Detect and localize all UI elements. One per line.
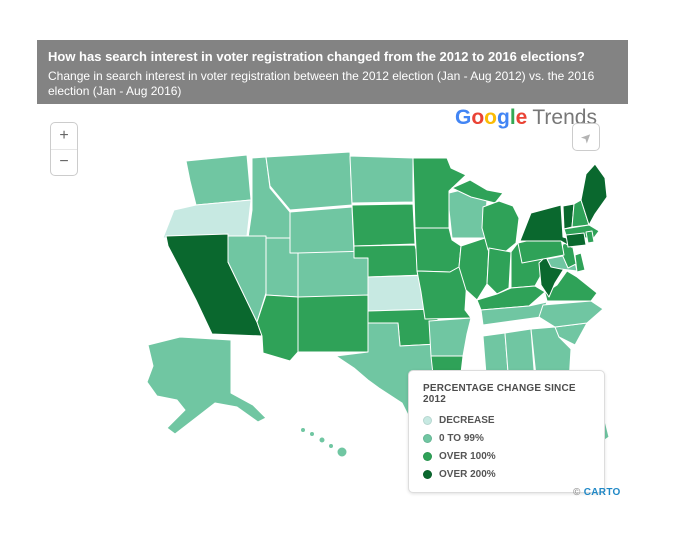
google-logo-letter: o — [471, 106, 485, 129]
question-header: How has search interest in voter registr… — [37, 40, 628, 104]
legend-swatch — [423, 470, 432, 479]
legend-label: 0 TO 99% — [439, 433, 484, 444]
state-me[interactable] — [580, 163, 608, 226]
legend-item-over100: OVER 100% — [423, 451, 590, 462]
state-nm[interactable] — [297, 294, 369, 353]
state-sd[interactable] — [351, 203, 416, 247]
google-logo-letter: l — [509, 106, 516, 129]
google-logo-letter: g — [497, 106, 510, 129]
state-de[interactable] — [574, 252, 586, 273]
state-va[interactable] — [544, 270, 598, 302]
state-mi-lower[interactable] — [481, 200, 520, 253]
map-legend: PERCENTAGE CHANGE SINCE 2012 DECREASE 0 T… — [408, 370, 605, 493]
google-logo-letter: G — [455, 106, 472, 129]
legend-item-over200: OVER 200% — [423, 469, 590, 480]
copyright-symbol: © — [573, 487, 581, 498]
carto-link[interactable]: CARTO — [583, 487, 621, 498]
legend-items: DECREASE 0 TO 99% OVER 100% OVER 200% — [423, 415, 590, 480]
google-trends-logo: Google Trends — [455, 106, 597, 130]
state-az[interactable] — [256, 294, 299, 362]
state-ct[interactable] — [565, 232, 587, 248]
legend-label: OVER 100% — [439, 451, 496, 462]
legend-swatch — [423, 416, 432, 425]
page-subtitle: Change in search interest in voter regis… — [48, 68, 595, 98]
state-wa[interactable] — [185, 154, 252, 206]
google-logo-letter: o — [484, 106, 497, 129]
legend-swatch — [423, 452, 432, 461]
state-nd[interactable] — [349, 155, 414, 204]
map-zoom-control: + − — [50, 122, 78, 176]
state-ri[interactable] — [585, 230, 595, 244]
zoom-in-button[interactable]: + — [51, 123, 77, 150]
legend-item-decrease: DECREASE — [423, 415, 590, 426]
legend-label: OVER 200% — [439, 469, 496, 480]
share-button[interactable]: ➤ — [572, 123, 600, 151]
state-hi-island[interactable] — [336, 446, 348, 458]
state-wy[interactable] — [289, 206, 355, 254]
page-title: How has search interest in voter registr… — [48, 49, 585, 64]
state-mt[interactable] — [265, 151, 353, 211]
state-nc[interactable] — [538, 300, 604, 328]
state-hi-island[interactable] — [328, 443, 334, 449]
google-logo-letter: e — [515, 106, 528, 129]
state-hi-island[interactable] — [300, 427, 306, 433]
state-mi-upper[interactable] — [451, 179, 504, 204]
state-ak[interactable] — [146, 336, 267, 435]
state-ar[interactable] — [428, 317, 472, 357]
state-mo[interactable] — [416, 266, 472, 320]
legend-item-0to99: 0 TO 99% — [423, 433, 590, 444]
legend-swatch — [423, 434, 432, 443]
carto-attribution: © CARTO — [573, 487, 621, 498]
state-hi-island[interactable] — [318, 436, 326, 444]
legend-title: PERCENTAGE CHANGE SINCE 2012 — [423, 383, 576, 405]
state-or[interactable] — [162, 199, 252, 239]
legend-label: DECREASE — [439, 415, 495, 426]
zoom-out-button[interactable]: − — [59, 153, 69, 171]
google-logo: Google — [455, 106, 527, 129]
state-in[interactable] — [486, 247, 512, 295]
state-hi-island[interactable] — [309, 431, 315, 437]
